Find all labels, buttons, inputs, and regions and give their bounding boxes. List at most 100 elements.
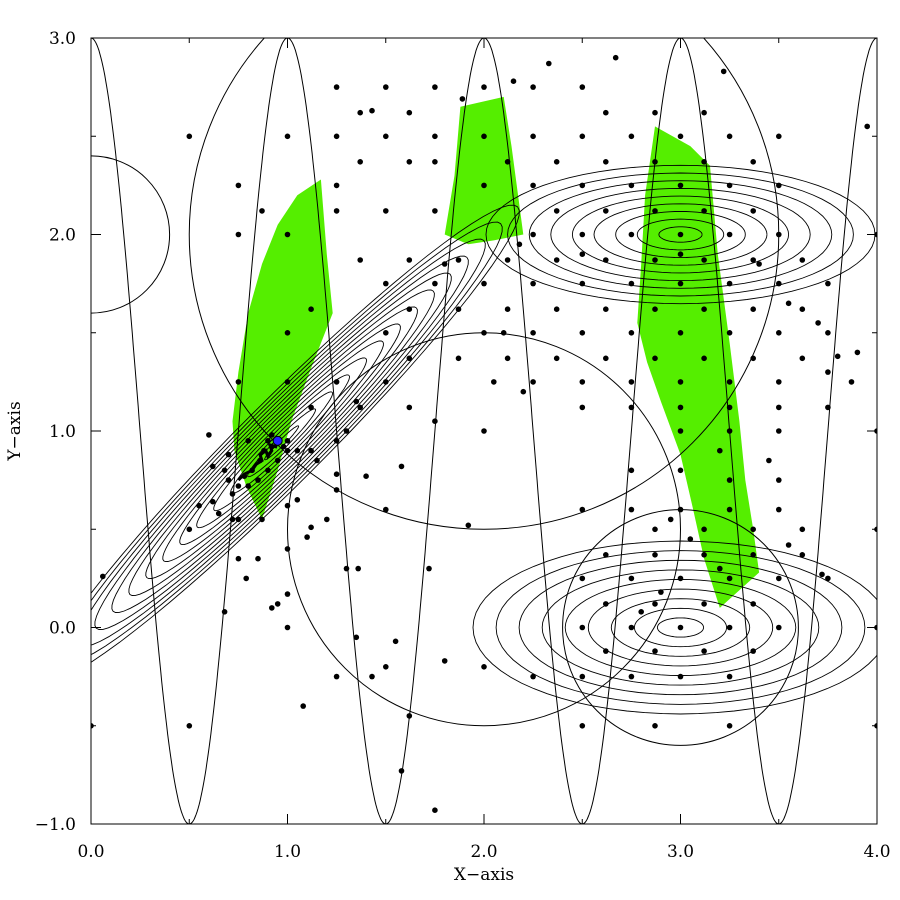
data-point bbox=[221, 609, 228, 615]
data-point bbox=[864, 123, 870, 130]
x-tick-label: 2.0 bbox=[470, 842, 497, 862]
data-point bbox=[284, 546, 291, 552]
data-point bbox=[628, 404, 635, 411]
data-point bbox=[750, 601, 756, 607]
data-point bbox=[432, 418, 438, 425]
x-tick-label: 3.0 bbox=[667, 842, 694, 862]
data-point bbox=[701, 526, 707, 533]
data-point bbox=[652, 306, 658, 313]
data-point bbox=[799, 355, 806, 362]
data-point bbox=[750, 306, 756, 313]
data-point bbox=[776, 575, 782, 582]
data-point bbox=[553, 208, 560, 214]
data-point bbox=[269, 605, 275, 611]
data-point bbox=[392, 638, 399, 645]
data-point bbox=[603, 552, 609, 558]
data-point bbox=[579, 182, 586, 189]
data-point bbox=[383, 664, 389, 670]
contour-line bbox=[196, 357, 367, 529]
contour-line bbox=[593, 203, 768, 266]
data-point bbox=[284, 438, 291, 444]
data-point bbox=[603, 159, 609, 165]
data-point bbox=[284, 231, 291, 238]
data-point bbox=[750, 208, 756, 214]
data-point bbox=[383, 506, 389, 513]
contour-line bbox=[656, 617, 705, 638]
data-point bbox=[677, 624, 684, 631]
y-tick-label: 3.0 bbox=[49, 29, 76, 49]
data-point bbox=[455, 306, 462, 313]
data-point bbox=[687, 536, 694, 542]
data-point bbox=[294, 447, 301, 454]
data-point bbox=[553, 355, 560, 362]
data-point bbox=[579, 330, 586, 336]
data-point bbox=[530, 133, 536, 140]
data-point bbox=[343, 565, 350, 572]
data-point bbox=[750, 648, 756, 654]
data-point bbox=[225, 451, 232, 458]
data-point bbox=[603, 306, 609, 313]
data-point bbox=[776, 330, 782, 336]
data-point bbox=[603, 208, 609, 214]
data-point bbox=[249, 467, 255, 474]
data-point bbox=[221, 467, 228, 474]
data-point bbox=[701, 257, 707, 263]
contour-line bbox=[91, 238, 486, 646]
data-point bbox=[834, 353, 841, 360]
contour-line bbox=[91, 204, 520, 663]
data-point bbox=[579, 251, 586, 257]
data-point bbox=[825, 369, 831, 375]
data-point bbox=[432, 84, 438, 90]
data-point bbox=[481, 664, 487, 670]
data-point bbox=[603, 109, 609, 116]
contour-line bbox=[541, 569, 820, 686]
data-point bbox=[652, 109, 658, 116]
green-region-1 bbox=[232, 179, 333, 520]
data-point bbox=[603, 601, 609, 607]
x-tick-labels: 0.0 1.0 2.0 3.0 4.0 bbox=[77, 842, 890, 862]
data-point bbox=[530, 280, 536, 287]
data-point bbox=[553, 159, 560, 165]
contour-lines bbox=[91, 164, 877, 715]
data-point bbox=[406, 257, 413, 263]
contour-line bbox=[636, 218, 725, 251]
data-point bbox=[701, 355, 707, 362]
data-point bbox=[357, 404, 364, 411]
data-point bbox=[628, 379, 635, 385]
data-point bbox=[701, 306, 707, 313]
data-point bbox=[353, 398, 360, 405]
data-point bbox=[854, 349, 861, 356]
data-point bbox=[652, 355, 658, 362]
scatter-points bbox=[91, 54, 877, 813]
contour-line bbox=[247, 408, 317, 478]
data-point bbox=[235, 182, 242, 189]
contour-line bbox=[264, 425, 300, 461]
data-point bbox=[255, 555, 261, 562]
data-point bbox=[333, 379, 340, 385]
contour-line bbox=[145, 306, 418, 580]
data-point bbox=[652, 552, 658, 558]
data-point bbox=[441, 658, 448, 664]
data-point bbox=[776, 506, 782, 513]
data-point bbox=[677, 467, 684, 474]
data-point bbox=[658, 589, 664, 595]
data-point bbox=[357, 257, 364, 263]
data-point bbox=[628, 506, 635, 513]
data-point bbox=[652, 648, 658, 654]
data-point bbox=[628, 280, 635, 287]
data-point bbox=[100, 573, 106, 580]
data-point bbox=[776, 231, 782, 238]
data-point bbox=[274, 601, 281, 607]
data-point bbox=[432, 280, 438, 287]
data-point bbox=[269, 432, 275, 438]
data-point bbox=[677, 506, 684, 513]
data-point bbox=[750, 159, 756, 165]
data-point bbox=[333, 182, 340, 189]
data-point bbox=[308, 447, 314, 454]
data-point bbox=[229, 491, 236, 497]
data-point bbox=[638, 609, 644, 615]
data-point bbox=[465, 522, 472, 529]
data-point bbox=[333, 438, 340, 444]
data-point bbox=[652, 257, 658, 263]
